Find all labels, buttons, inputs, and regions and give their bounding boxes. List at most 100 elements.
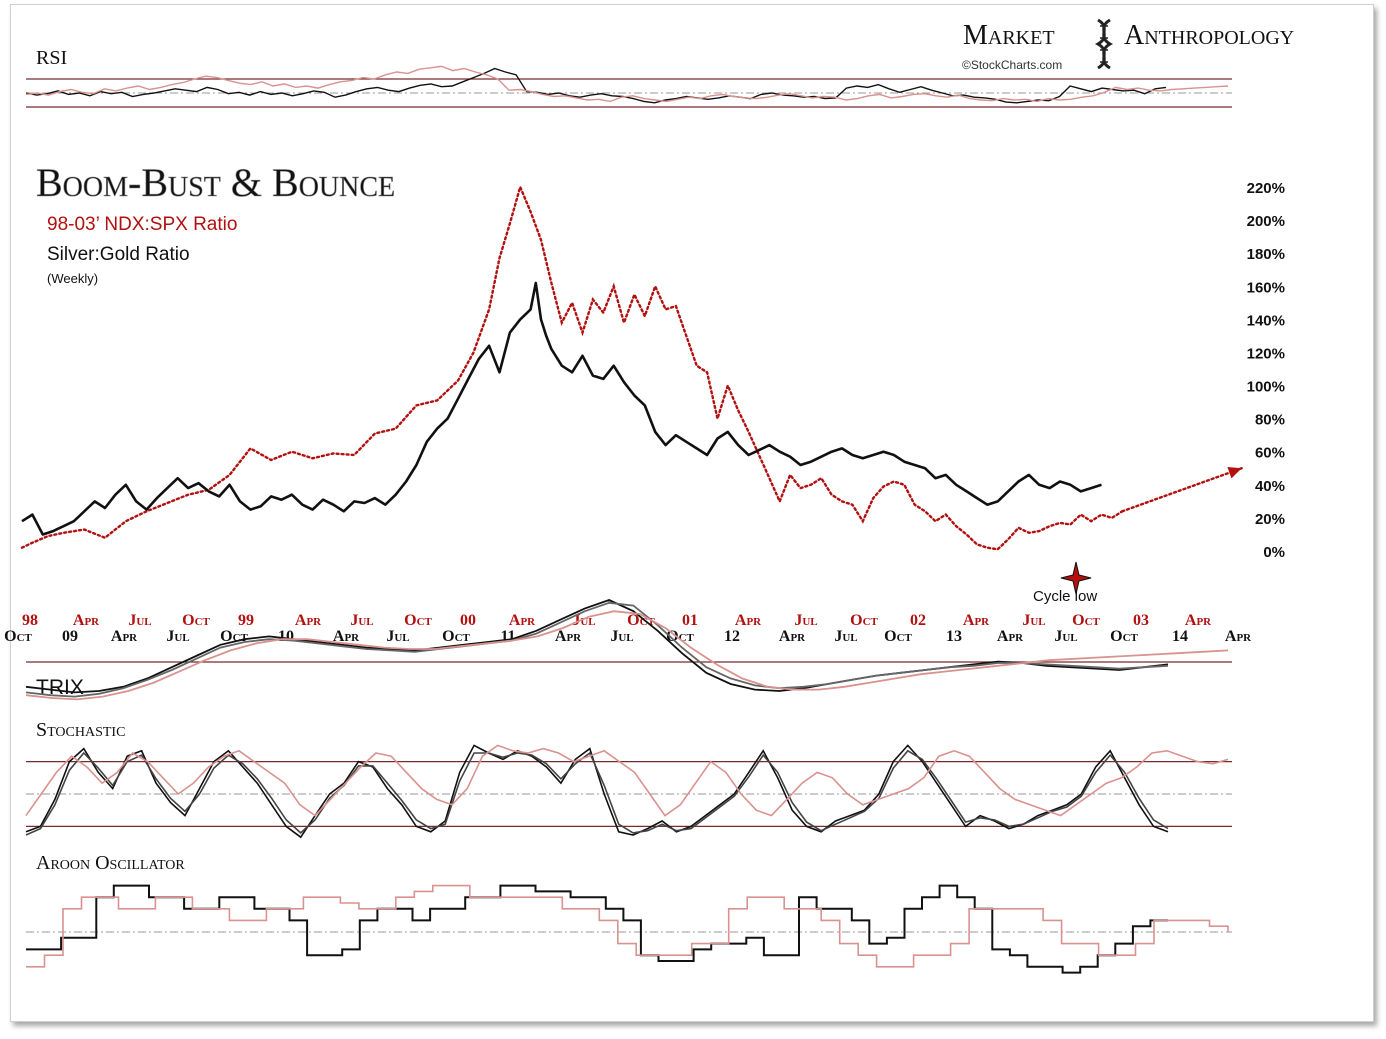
x-label-red: 98 bbox=[22, 612, 38, 629]
stochastic-series-1 bbox=[25, 744, 1169, 839]
main-title-text: Boom-Bust & Bounce bbox=[36, 160, 395, 205]
aroon-series-1 bbox=[26, 884, 1168, 974]
x-label-black: Oct bbox=[442, 628, 470, 645]
y-tick-label: 180% bbox=[1247, 246, 1285, 263]
x-label-black: Apr bbox=[333, 628, 360, 645]
x-label-red: 99 bbox=[238, 612, 254, 629]
star-icon bbox=[1060, 561, 1092, 595]
y-tick-label: 20% bbox=[1255, 511, 1285, 528]
y-tick-label: 140% bbox=[1247, 312, 1285, 329]
x-label-red: Oct bbox=[1072, 612, 1100, 629]
ndx-spx-ratio-line bbox=[20, 183, 1124, 551]
x-label-black: 14 bbox=[1172, 628, 1188, 645]
dna-helix-icon bbox=[1094, 18, 1114, 70]
x-label-black: Oct bbox=[1110, 628, 1138, 645]
x-label-red: 01 bbox=[682, 612, 698, 629]
brand-left: Market bbox=[963, 20, 1055, 51]
x-label-red: Jul bbox=[128, 612, 151, 629]
x-label-red: Apr bbox=[735, 612, 762, 629]
silver-gold-ratio-line bbox=[21, 281, 1102, 536]
x-label-black: Jul bbox=[386, 628, 409, 645]
x-label-black: 10 bbox=[278, 628, 294, 645]
rsi-series-group bbox=[25, 65, 1229, 104]
x-label-black: Oct bbox=[884, 628, 912, 645]
x-label-red: Oct bbox=[182, 612, 210, 629]
y-tick-label: 80% bbox=[1255, 412, 1285, 429]
projection-line bbox=[1121, 467, 1243, 513]
projection-arrowhead bbox=[1227, 467, 1242, 479]
stochastic-title: Stochastic bbox=[36, 719, 125, 741]
subtitle-ndx-spx: 98-03’ NDX:SPX Ratio bbox=[47, 214, 237, 235]
y-tick-label: 220% bbox=[1247, 180, 1285, 197]
x-label-red: Apr bbox=[1185, 612, 1212, 629]
x-label-black: Jul bbox=[166, 628, 189, 645]
chart-frame bbox=[10, 4, 1374, 1022]
x-label-black: Apr bbox=[555, 628, 582, 645]
x-label-red: 00 bbox=[460, 612, 476, 629]
x-label-black: Oct bbox=[4, 628, 32, 645]
y-tick-label: 100% bbox=[1247, 379, 1285, 396]
x-label-red: Apr bbox=[73, 612, 100, 629]
x-label-red: 03 bbox=[1133, 612, 1149, 629]
x-axis-labels-red: 98 Apr Jul Oct 99 Apr Jul Oct 00 Apr Jul Oct 01 Apr Ju… bbox=[22, 612, 1212, 629]
y-tick-label: 120% bbox=[1247, 345, 1285, 362]
x-label-black: Apr bbox=[997, 628, 1024, 645]
trix-series-3 bbox=[25, 610, 1229, 701]
stochastic-series-3 bbox=[25, 744, 1229, 817]
x-label-black: 12 bbox=[724, 628, 740, 645]
aroon-title: Aroon Oscillator bbox=[36, 852, 185, 874]
x-label-red: Jul bbox=[350, 612, 373, 629]
brand-header: Market Anthropology ©StockCharts.com bbox=[962, 18, 1294, 72]
y-tick-label: 160% bbox=[1247, 279, 1285, 296]
subtitle-silver-gold: Silver:Gold Ratio bbox=[47, 244, 190, 265]
trix-series-2 bbox=[25, 601, 1169, 698]
x-label-red: Jul bbox=[1022, 612, 1045, 629]
x-label-black: 09 bbox=[62, 628, 78, 645]
rsi-series-2 bbox=[25, 65, 1229, 103]
aroon-series-group bbox=[26, 884, 1229, 974]
rsi-panel: RSI bbox=[25, 47, 1232, 108]
x-label-red: Apr bbox=[509, 612, 536, 629]
rsi-title: RSI bbox=[36, 47, 67, 69]
y-tick-label: 60% bbox=[1255, 445, 1285, 462]
x-label-black: Jul bbox=[834, 628, 857, 645]
x-label-red: Apr bbox=[963, 612, 990, 629]
cycle-low-label: Cycle low bbox=[1033, 588, 1097, 605]
trix-series-group bbox=[25, 599, 1229, 701]
x-label-red: Oct bbox=[404, 612, 432, 629]
stochastic-reference-lines bbox=[26, 760, 1232, 828]
trix-title: TRIX bbox=[36, 676, 84, 699]
x-label-black: Apr bbox=[111, 628, 138, 645]
main-title: Boom-Bust & Bounce bbox=[36, 160, 395, 205]
rsi-reference-lines bbox=[26, 78, 1232, 108]
stochastic-series-2 bbox=[25, 749, 1169, 836]
weekly-note: (Weekly) bbox=[47, 271, 98, 286]
aroon-panel: Aroon Oscillator bbox=[26, 852, 1232, 974]
aroon-series-2 bbox=[26, 884, 1229, 968]
y-tick-label: 40% bbox=[1255, 478, 1285, 495]
x-label-black: Jul bbox=[610, 628, 633, 645]
brand-right: Anthropology bbox=[1124, 20, 1294, 51]
x-label-black: Apr bbox=[1225, 628, 1252, 645]
x-label-black: Apr bbox=[779, 628, 806, 645]
x-label-black: Jul bbox=[1054, 628, 1077, 645]
x-label-red: Apr bbox=[295, 612, 322, 629]
x-label-black: Oct bbox=[666, 628, 694, 645]
rsi-series-1 bbox=[25, 67, 1167, 104]
cycle-low-marker: Cycle low bbox=[1033, 561, 1097, 605]
x-label-red: Oct bbox=[850, 612, 878, 629]
brand-credit: ©StockCharts.com bbox=[962, 58, 1062, 72]
x-label-red: Oct bbox=[627, 612, 655, 629]
stochastic-series-group bbox=[25, 744, 1229, 839]
stochastic-panel: Stochastic bbox=[25, 719, 1232, 839]
main-series-group bbox=[20, 183, 1243, 551]
y-tick-label: 0% bbox=[1263, 544, 1285, 561]
trix-panel: TRIX bbox=[25, 599, 1232, 701]
x-label-black: 13 bbox=[946, 628, 962, 645]
x-label-red: Jul bbox=[794, 612, 817, 629]
main-panel: Boom-Bust & Bounce 98-03’ NDX:SPX Ratio … bbox=[4, 160, 1285, 645]
trix-series-1 bbox=[25, 599, 1169, 694]
x-label-red: 02 bbox=[910, 612, 926, 629]
y-axis-ticks: 220% 200% 180% 160% 140% 120% 100% 80% 60% 40% 20%… bbox=[1247, 180, 1285, 561]
